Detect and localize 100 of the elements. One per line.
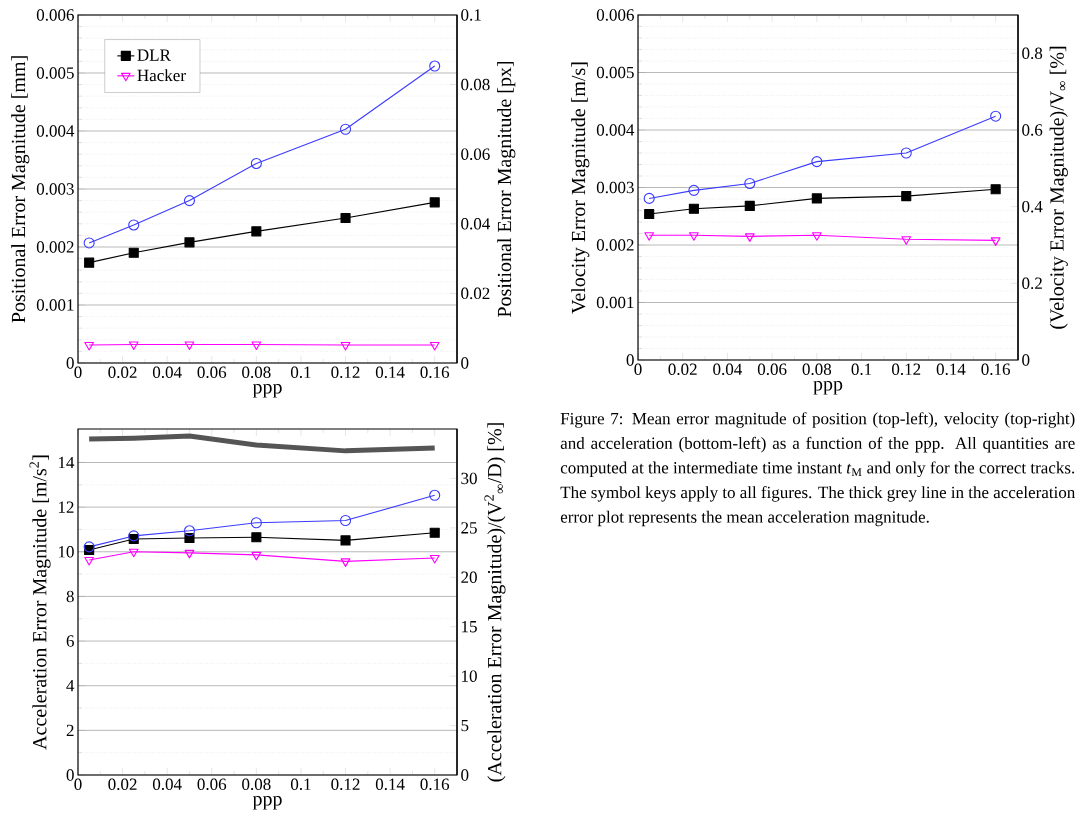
y2-tick-label: 0 (461, 769, 469, 781)
x-tick-label: 0.14 (375, 366, 405, 379)
y-tick-label: 10 (58, 546, 74, 558)
x-tick-label: 0.1 (290, 778, 311, 791)
point (250, 157, 262, 170)
caption: Figure 7: Mean error magnitude of position (top-left), velocity (top-right) and acceleration (bottom-left) as a function of the ppp. All quantities are computed at the intermediate time instant t$_{M}$ and only for the correct tracks. The symbol keys apply to all figures. The thick grey line in the acceleration error plot represents the mean acceleration magnitude. (560, 412, 1076, 527)
x-tick-label: 0.12 (892, 363, 921, 376)
y2-tick-label: 10 (462, 670, 477, 682)
y-tick-label: 6 (66, 635, 74, 647)
point (990, 110, 1002, 122)
point (644, 232, 655, 241)
point (990, 237, 1001, 246)
point (429, 341, 440, 351)
x-tick-label: 0.06 (197, 366, 227, 379)
point (339, 123, 352, 135)
y2-tick-label: 5 (461, 719, 469, 732)
point (84, 341, 95, 351)
x-tick-label: 0.02 (108, 778, 137, 791)
point (744, 177, 756, 190)
point (184, 341, 195, 350)
y2-tick-label: 0.02 (461, 287, 490, 300)
x-tick-label: 0.16 (420, 778, 450, 791)
point (900, 147, 912, 159)
y-tick-label: 0.006 (596, 9, 634, 21)
y-tick-label: 0.001 (36, 299, 74, 311)
x-tick-label: 0.1 (290, 366, 311, 379)
y-tick-label: 0.004 (36, 125, 75, 137)
x-tick-label: 0.02 (668, 363, 697, 376)
y-tick-label: 4 (66, 680, 75, 692)
y2-axis-title: (Acceleration Error Magnitude)/(V$^{2}$$_{∞}$/D) [%] (484, 423, 506, 782)
x-tick-label: 0.08 (242, 366, 271, 379)
x-tick-label: 0.12 (331, 778, 360, 791)
point (688, 184, 700, 196)
x-tick-label: 0 (634, 363, 642, 376)
x-tick-label: 0.08 (242, 778, 271, 791)
x-tick-label: 0.16 (981, 363, 1011, 376)
x-axis-title: ppp (813, 380, 843, 395)
point (901, 236, 912, 245)
x-tick-label: 0.14 (375, 778, 405, 791)
y-axis-title: Positional Error Magnitude [mm] (11, 56, 30, 323)
y2-tick-label: 15 (462, 621, 477, 633)
y2-tick-label: 0.1 (461, 9, 481, 21)
y-axis-title: Acceleration Error Magnitude [m/s$^{2}$] (29, 455, 51, 750)
x-tick-label: 0.16 (420, 366, 450, 379)
x-axis-title: ppp (252, 383, 282, 398)
y2-axis-title: (Velocity Error Magnitude)/V$_{∞}$ [%] (1049, 46, 1068, 329)
point (644, 208, 655, 219)
y-tick-label: 14 (58, 456, 75, 469)
y2-tick-label: 0.08 (461, 78, 490, 91)
y-tick-label: 0.002 (36, 241, 74, 253)
y2-tick-label: 0.4 (1022, 200, 1043, 213)
y-tick-label: 2 (66, 724, 74, 736)
x-tick-label: 0.04 (713, 363, 743, 376)
point (251, 226, 262, 237)
point (83, 237, 95, 249)
y2-tick-label: 25 (461, 522, 477, 534)
point (340, 341, 351, 351)
point (128, 219, 140, 231)
point (184, 237, 195, 248)
y-tick-label: 0 (626, 354, 634, 366)
y2-axis-title: Positional Error Magnitude [px] (497, 61, 516, 317)
x-tick-label: 0.08 (802, 363, 832, 376)
y2-tick-label: 0.06 (461, 148, 490, 160)
point (643, 192, 655, 204)
point (183, 195, 196, 207)
point (811, 232, 822, 241)
point (340, 212, 351, 224)
point (744, 200, 755, 211)
y-tick-label: 0.005 (36, 67, 74, 79)
point (811, 193, 822, 204)
point (990, 184, 1001, 195)
y2-tick-label: 0 (1022, 354, 1030, 366)
y-axis-title: Velocity Error Magnitude [m/s] (571, 62, 590, 314)
point (689, 232, 699, 241)
point (901, 191, 912, 202)
legend-label: Hacker (137, 69, 186, 82)
x-tick-label: 0.06 (197, 778, 227, 791)
legend-label: DLR (137, 49, 171, 61)
y-tick-label: 0.003 (36, 183, 74, 195)
x-tick-label: 0.02 (108, 366, 137, 379)
y2-tick-label: 20 (461, 571, 477, 584)
y-tick-label: 8 (66, 590, 74, 603)
point (429, 197, 440, 208)
y2-tick-label: 0.04 (461, 218, 491, 230)
point (429, 60, 441, 72)
x-tick-label: 0.06 (757, 363, 787, 376)
y-tick-label: 12 (58, 501, 74, 513)
point (811, 156, 823, 168)
point (251, 341, 262, 350)
x-tick-label: 0.04 (152, 778, 182, 791)
point (84, 257, 95, 268)
x-axis-title: ppp (252, 795, 282, 810)
y2-tick-label: 0.6 (1022, 124, 1043, 136)
point (744, 233, 755, 242)
y-tick-label: 0.006 (36, 9, 74, 21)
x-tick-label: 0.14 (936, 363, 966, 376)
y-tick-label: 0 (66, 769, 74, 781)
y-tick-label: 0.001 (596, 296, 634, 309)
y-tick-label: 0.003 (596, 181, 634, 194)
y2-tick-label: 0.2 (1022, 277, 1042, 290)
